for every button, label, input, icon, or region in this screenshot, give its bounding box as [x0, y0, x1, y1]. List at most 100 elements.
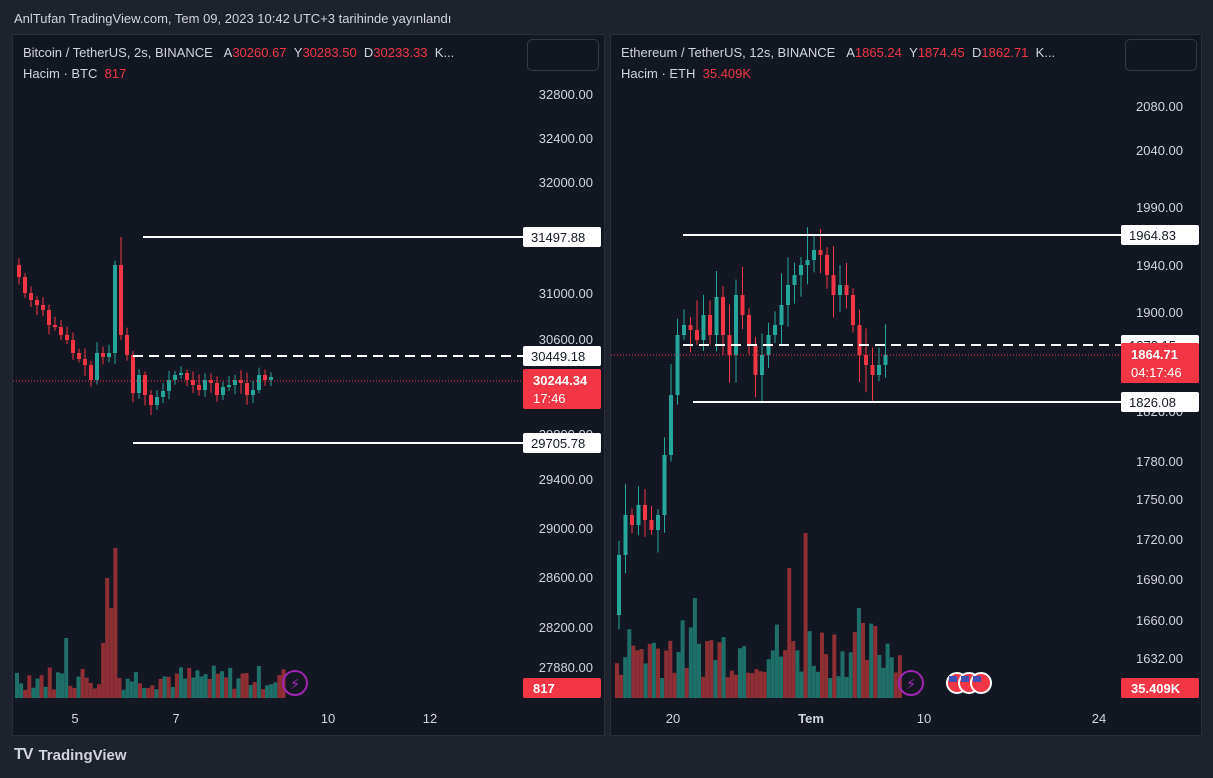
candle-body [851, 295, 855, 325]
candle-body [227, 385, 231, 387]
eth-volume-legend: Hacim · ETH 35.409K [621, 66, 752, 81]
btc-open: 30260.67 [232, 45, 287, 60]
volume-bar [43, 686, 48, 698]
volume-bar [154, 689, 159, 698]
candle-body [636, 505, 641, 525]
eth-price-chart[interactable]: 2080.00 2040.00 1990.00 1940.00 1900.00 1826.… [611, 35, 1201, 735]
volume-bar [215, 673, 220, 698]
volume-tag-box [1121, 678, 1199, 698]
candle-body [17, 265, 21, 277]
volume-tag-value: 817 [533, 681, 555, 696]
volume-bar [807, 631, 812, 698]
volume-bar [701, 676, 706, 698]
candle-body [864, 355, 868, 365]
candle-body [47, 310, 51, 325]
candle-body [95, 353, 99, 380]
lightning-icon [282, 670, 308, 696]
volume-bar [738, 648, 742, 698]
candle-body [870, 365, 875, 375]
candle-body [623, 515, 628, 555]
y-tick-label: 1632.00 [1136, 651, 1183, 666]
btc-price-chart[interactable]: 32800.00 32400.00 32000.00 31000.00 30600.00… [13, 35, 604, 735]
volume-bar [684, 667, 689, 698]
hline-label: 1826.08 [1129, 395, 1176, 410]
y-tick-label: 27880.00 [539, 660, 593, 675]
volume-bar [101, 643, 106, 698]
btc-chart-panel[interactable]: 32800.00 32400.00 32000.00 31000.00 30600.00… [12, 34, 605, 736]
x-tick-label: 7 [172, 711, 179, 726]
volume-bar [803, 533, 808, 698]
candle-body [643, 505, 647, 520]
tradingview-logo[interactable]: TV TradingView [14, 746, 127, 764]
volume-bar [72, 687, 77, 698]
volume-bar [240, 673, 245, 698]
volume-bar [668, 640, 673, 698]
volume-bar [824, 654, 829, 698]
y-tick-label: 1750.00 [1136, 492, 1183, 507]
candle-body [143, 375, 147, 395]
x-tick-label: 24 [1092, 711, 1106, 726]
btc-symbol[interactable]: Bitcoin / TetherUS, 2s, BINANCE [23, 45, 213, 60]
lightning-icon-glyph: ⚡ [906, 675, 917, 693]
volume-bar [631, 645, 636, 698]
volume-bar [627, 629, 632, 698]
candle-body [191, 380, 195, 385]
volume-bar [873, 625, 878, 698]
hline-label: 31497.88 [531, 230, 585, 245]
candle-body [701, 315, 706, 340]
volume-bar [799, 671, 804, 698]
volume-bar [265, 685, 270, 698]
volume-bar [795, 650, 800, 698]
volume-bar [758, 671, 763, 698]
eth-symbol[interactable]: Ethereum / TetherUS, 12s, BINANCE [621, 45, 836, 60]
eth-toolbar-button[interactable] [1125, 39, 1197, 71]
volume-bar [852, 632, 857, 698]
volume-bar [754, 669, 759, 698]
volume-bar [762, 671, 767, 698]
lightning-icon-glyph: ⚡ [290, 675, 301, 693]
x-tick-label: 12 [423, 711, 437, 726]
candle-body [269, 377, 273, 380]
volume-bar [248, 684, 253, 698]
eth-chart-panel[interactable]: 2080.00 2040.00 1990.00 1940.00 1900.00 1826.… [610, 34, 1202, 736]
volume-bar [766, 659, 771, 698]
eth-open: 1865.24 [854, 45, 902, 60]
volume-bar [705, 641, 710, 698]
y-tick-label: 1780.00 [1136, 454, 1183, 469]
volume-bar [56, 672, 60, 698]
volume-bar [651, 642, 656, 698]
us-flag-canton [973, 676, 981, 682]
candle-body [747, 315, 751, 345]
candle-body [161, 391, 165, 397]
candle-body [818, 250, 823, 255]
volume-bar [856, 608, 861, 698]
candle-body [714, 297, 719, 335]
volume-bar [832, 634, 837, 698]
volume-bar [117, 678, 122, 698]
volume-bar [97, 684, 101, 698]
eth-ohlc: A1865.24 Y1874.45 D1862.71 K... [846, 45, 1056, 60]
hline-label-box [1121, 392, 1199, 412]
candle-body [77, 353, 81, 359]
y-tick-label: 2080.00 [1136, 99, 1183, 114]
candle-body [101, 353, 105, 357]
volume-bar [783, 650, 788, 698]
price-tag-value: 30244.34 [533, 373, 588, 388]
volume-bar [713, 660, 718, 698]
y-tick-label: 30600.00 [539, 332, 593, 347]
y-tick-label: 31000.00 [539, 286, 593, 301]
lightning-icon [898, 670, 924, 696]
price-tag-box [1121, 343, 1199, 383]
price-tag-value: 1864.71 [1131, 347, 1178, 362]
candle-body [656, 515, 660, 530]
candle-body [838, 285, 842, 295]
volume-bar [220, 671, 224, 698]
volume-bar [23, 689, 28, 698]
btc-toolbar-button[interactable] [527, 39, 599, 71]
volume-bar [228, 667, 233, 698]
btc-low: 30233.33 [373, 45, 428, 60]
volume-bar [76, 676, 81, 698]
volume-bar [109, 608, 114, 698]
candle-body [263, 375, 267, 380]
volume-bar [717, 642, 722, 698]
